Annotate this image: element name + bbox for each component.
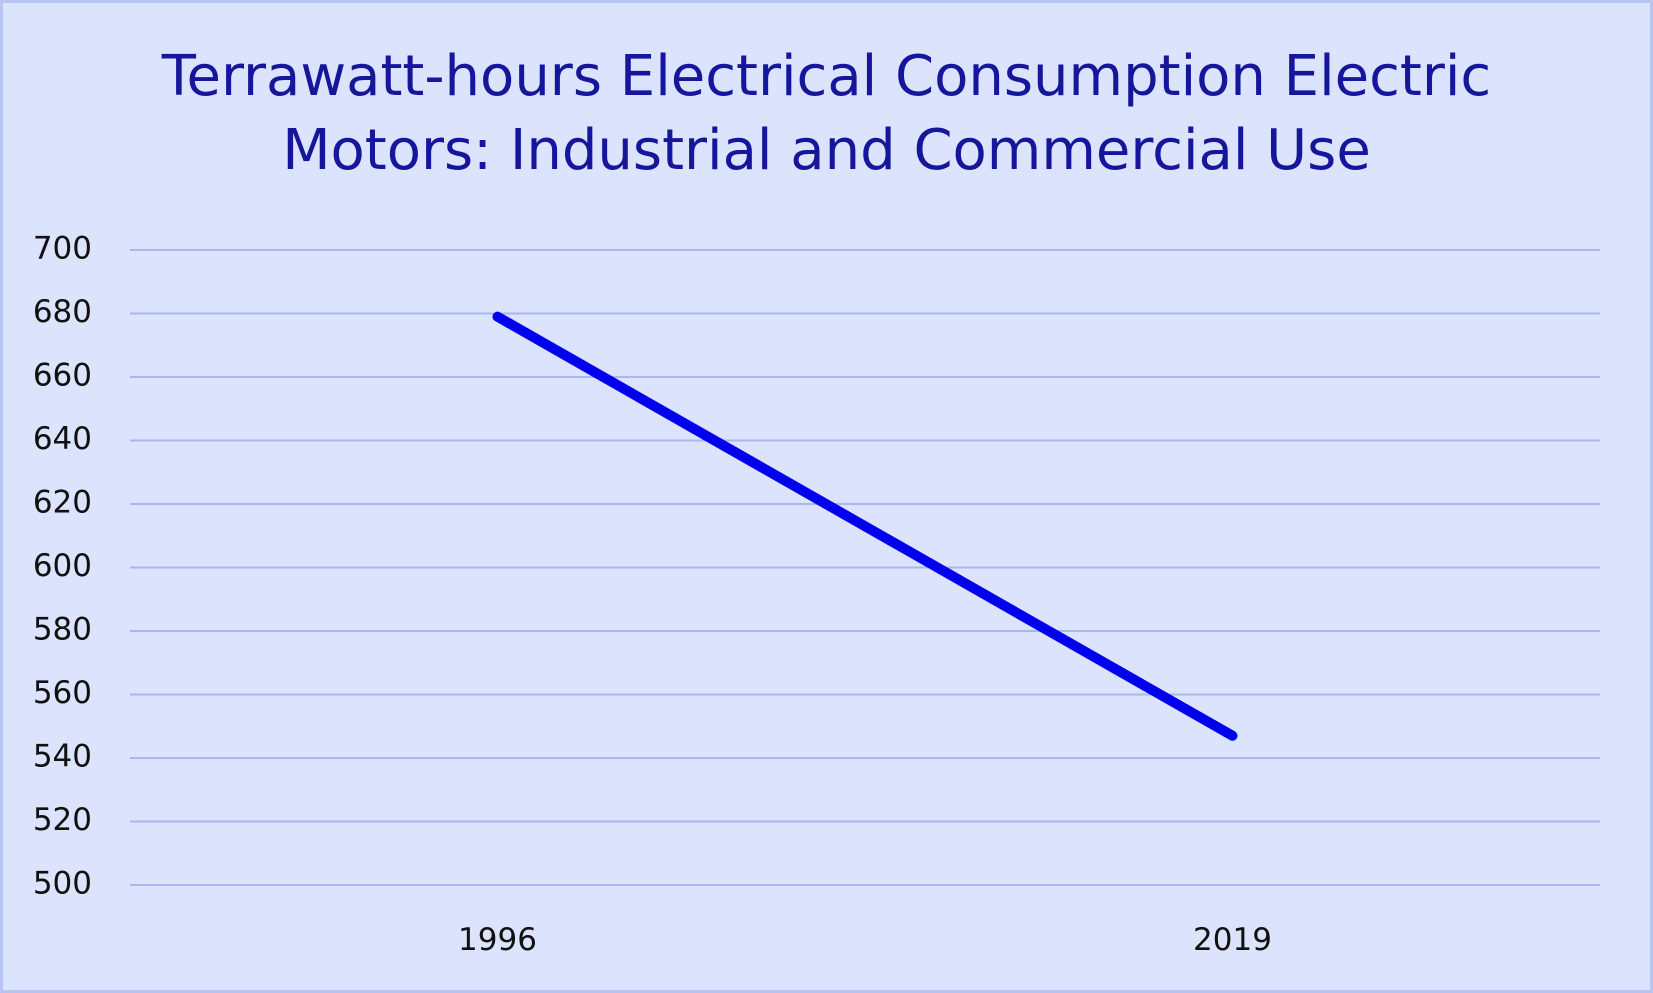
y-tick-label: 700: [33, 231, 92, 267]
y-tick-label: 560: [33, 675, 92, 711]
y-axis-tick-labels: 500 520 540 560 580 600 620 640 660 680 700: [33, 231, 92, 902]
y-tick-label: 540: [33, 739, 92, 775]
gridlines: [130, 249, 1600, 886]
x-tick-label: 1996: [458, 922, 537, 958]
series-lines: [492, 311, 1238, 741]
y-tick-label: 500: [33, 866, 92, 902]
y-tick-label: 620: [33, 485, 92, 521]
y-tick-label: 640: [33, 421, 92, 457]
y-tick-label: 600: [33, 548, 92, 584]
y-tick-label: 680: [33, 294, 92, 330]
series-line-0: [492, 311, 1238, 741]
x-tick-label: 2019: [1193, 922, 1272, 958]
y-tick-label: 520: [33, 802, 92, 838]
x-axis-tick-labels: 1996 2019: [458, 922, 1272, 958]
chart-title: Terrawatt-hours Electrical Consumption E…: [161, 44, 1492, 183]
y-tick-label: 660: [33, 358, 92, 394]
y-tick-label: 580: [33, 612, 92, 648]
